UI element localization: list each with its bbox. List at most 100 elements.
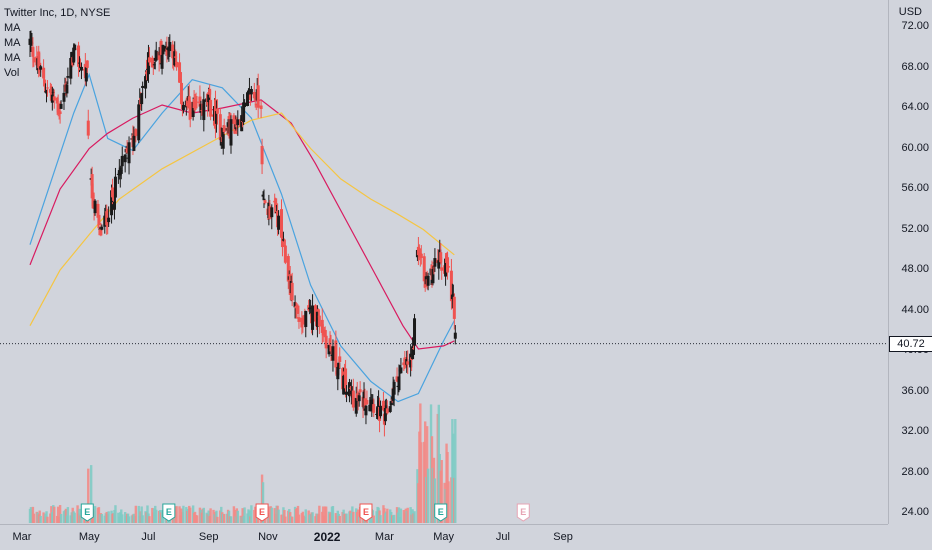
candle-body (249, 89, 253, 95)
volume-bar (141, 515, 144, 523)
volume-bar (160, 510, 164, 523)
candle-body (132, 135, 136, 151)
candle-body (311, 305, 315, 330)
y-tick-label: 32.00 (901, 425, 929, 437)
volume-bar (87, 468, 90, 523)
candle-body (327, 344, 331, 355)
candle-body (29, 41, 33, 44)
candle-body (178, 62, 182, 83)
candle-body (152, 64, 156, 66)
earnings-marker: E (516, 503, 530, 522)
candle-body (111, 187, 115, 198)
candle-body (399, 367, 403, 374)
candle-body (77, 45, 81, 67)
x-tick-label: Jul (141, 531, 156, 543)
earnings-label: E (84, 507, 90, 517)
chart-legend: Twitter Inc, 1D, NYSE MA MA MA Vol (4, 6, 110, 81)
volume-bar (243, 507, 246, 523)
volume-bar (121, 514, 124, 523)
candle-body (110, 190, 114, 216)
axis-corner (888, 524, 932, 550)
candle-body (328, 338, 332, 346)
candle-body (252, 91, 256, 99)
candle-body (268, 206, 272, 219)
currency-label[interactable]: USD (898, 6, 922, 18)
volume-bar (399, 508, 403, 523)
candle-body (253, 96, 257, 100)
volume-bar (270, 507, 273, 523)
candle-body (32, 57, 36, 63)
candle-body (248, 94, 252, 101)
volume-bar (89, 465, 93, 523)
indicator-ma-1[interactable]: MA (4, 22, 21, 34)
candle-body (44, 91, 48, 93)
volume-bar (140, 506, 143, 523)
candle-body (179, 82, 183, 105)
volume-bar (290, 516, 294, 523)
candle-body (347, 382, 351, 397)
time-axis[interactable]: Mar May Jul Sep Nov 2022 Mar May Jul Sep (0, 524, 888, 550)
candle-body (159, 40, 163, 64)
candle-body (112, 201, 116, 210)
volume-bar (322, 506, 325, 523)
indicator-volume[interactable]: Vol (4, 67, 20, 79)
candle-body (344, 368, 348, 389)
candle-body (419, 253, 423, 259)
candle-body (290, 282, 294, 301)
candle-body (188, 101, 192, 120)
candle-body (181, 104, 185, 111)
indicator-ma-3[interactable]: MA (4, 52, 21, 64)
candle-body (79, 66, 83, 71)
volume-bar (426, 468, 430, 523)
volume-bar (324, 506, 328, 523)
candle-body (316, 309, 320, 312)
candle-body (157, 51, 161, 60)
price-axis[interactable]: USD 72.00 68.00 64.00 60.00 56.00 52.00 48.00 4… (888, 0, 932, 524)
candle-body (165, 48, 169, 56)
volume-bar (114, 505, 117, 523)
candle-body (199, 104, 203, 113)
candle-body (236, 119, 240, 126)
candle-body (58, 111, 62, 114)
volume-bar (73, 512, 76, 523)
x-tick-label: Mar (12, 531, 32, 543)
x-tick-label: May (78, 531, 100, 543)
indicator-ma-2[interactable]: MA (4, 37, 21, 49)
candle-body (221, 127, 225, 149)
candle-body (261, 194, 265, 197)
candle-body (263, 200, 267, 204)
volume-bar (189, 507, 192, 523)
volume-bar (423, 421, 427, 523)
candle-body (173, 51, 177, 66)
candle-body (42, 67, 46, 79)
candle-body (209, 99, 213, 117)
candle-body (70, 51, 74, 61)
symbol-title[interactable]: Twitter Inc, 1D, NYSE (4, 7, 111, 19)
candle-body (84, 67, 88, 82)
candle-body (377, 400, 381, 410)
candle-body (105, 211, 109, 226)
candle-body (338, 356, 342, 363)
candle-body (147, 57, 151, 63)
candle-body (376, 406, 380, 420)
volume-bar (100, 513, 104, 523)
y-tick-label: 48.00 (901, 263, 929, 275)
volume-bar (420, 442, 423, 523)
volume-bar (155, 509, 158, 523)
volume-bar (175, 506, 178, 523)
volume-bar (216, 516, 219, 523)
earnings-badge (516, 503, 530, 522)
candle-body (304, 311, 308, 327)
candle-body (62, 92, 66, 102)
candle-body (329, 346, 333, 352)
candle-body (444, 258, 448, 277)
volume-bar (32, 513, 36, 523)
candle-body (134, 129, 138, 136)
volume-bar (296, 505, 300, 523)
candle-body (320, 319, 324, 333)
candle-body (294, 305, 298, 309)
candle-body (452, 296, 456, 319)
volume-bar (311, 512, 314, 523)
volume-bar (46, 516, 49, 523)
